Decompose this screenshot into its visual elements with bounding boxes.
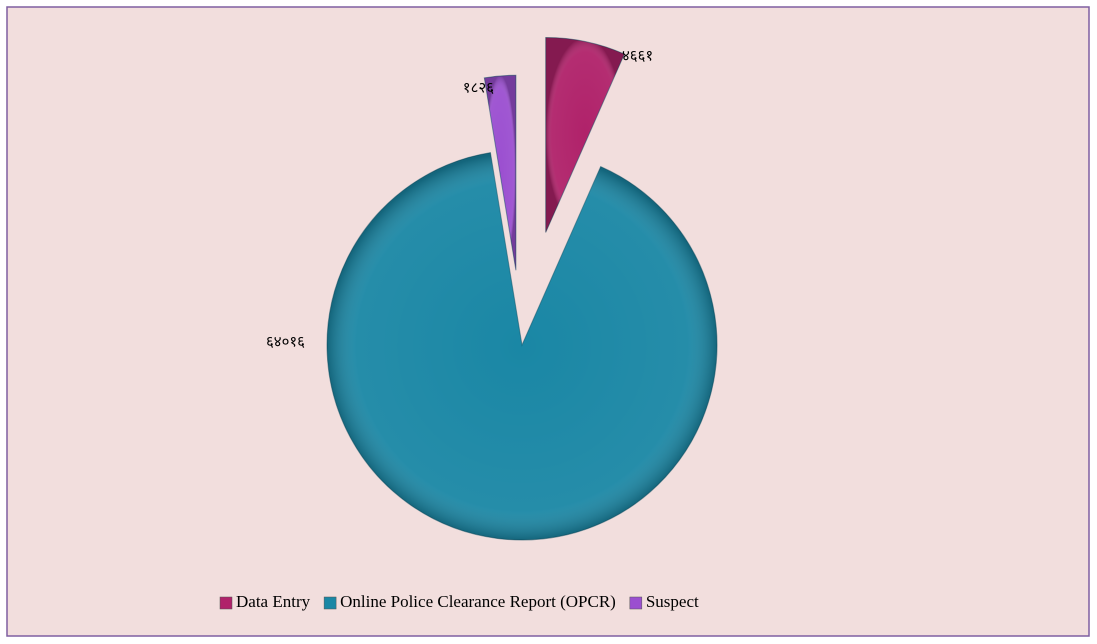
legend-swatch bbox=[219, 596, 233, 610]
legend-label: Data Entry bbox=[236, 592, 311, 611]
data-label: ६४०१६ bbox=[266, 333, 305, 351]
data-label: ४६६१ bbox=[622, 47, 653, 65]
legend-label: Suspect bbox=[646, 592, 699, 611]
legend-swatch bbox=[629, 596, 643, 610]
data-label: १८२६ bbox=[463, 79, 494, 97]
legend-swatch bbox=[323, 596, 337, 610]
legend-label: Online Police Clearance Report (OPCR) bbox=[340, 592, 616, 611]
